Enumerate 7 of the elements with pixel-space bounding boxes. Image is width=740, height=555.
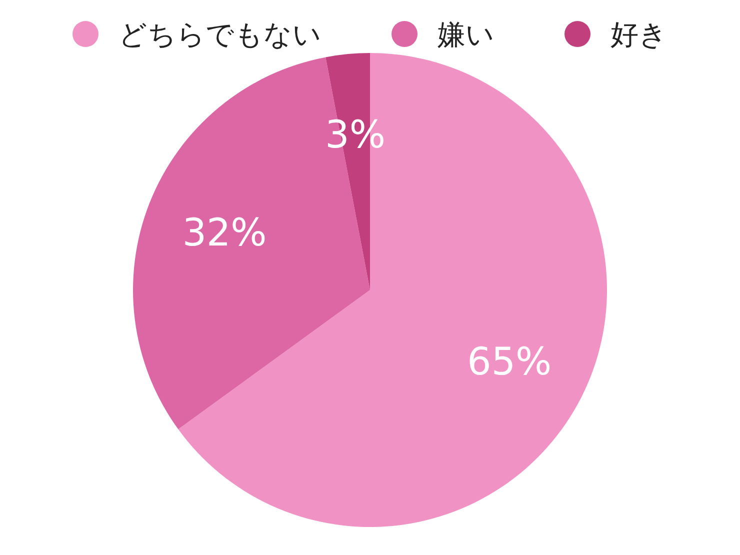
data-label: 3% (325, 112, 386, 157)
data-label: 65% (467, 339, 552, 384)
legend-label: 嫌い (438, 18, 494, 51)
data-label: 32% (182, 210, 267, 255)
legend-label: 好き (610, 18, 668, 51)
pie-slice (178, 53, 607, 527)
legend-label: どちらでもない (118, 18, 322, 51)
